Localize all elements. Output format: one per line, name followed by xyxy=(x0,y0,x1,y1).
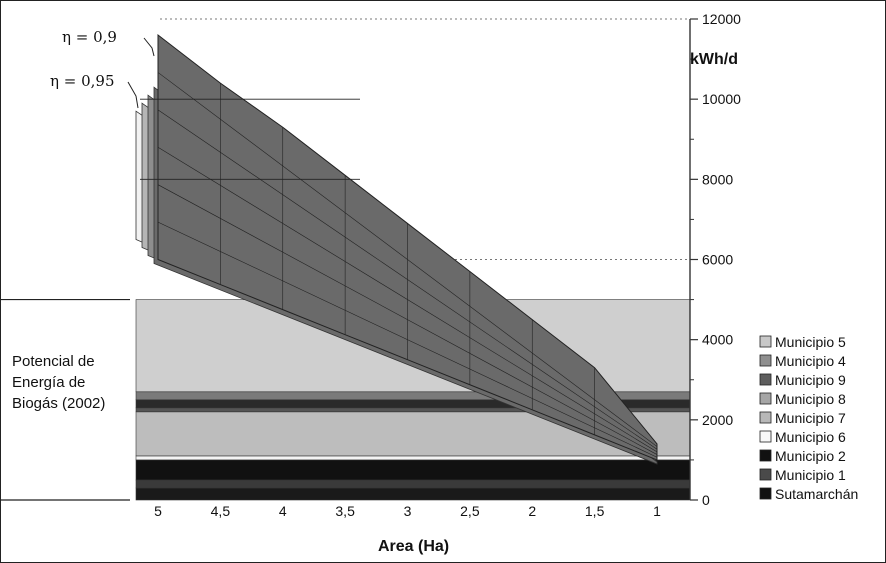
potential-caption-line: Potencial de xyxy=(12,353,95,370)
legend-label: Sutamarchán xyxy=(775,486,858,502)
legend-label: Municipio 7 xyxy=(775,410,846,426)
legend-label: Municipio 2 xyxy=(775,448,846,464)
legend-label: Municipio 4 xyxy=(775,353,846,369)
legend-swatch xyxy=(759,487,772,500)
x-axis-ticks: 5 4,5 4 3,5 3 2,5 2 1,5 1 xyxy=(154,503,661,519)
legend-swatch xyxy=(759,411,772,424)
y-tick-label: 0 xyxy=(702,492,710,508)
y-tick-label: 6000 xyxy=(702,252,733,268)
legend-label: Municipio 1 xyxy=(775,467,846,483)
x-tick-label: 2 xyxy=(528,503,536,519)
x-tick-label: 1 xyxy=(653,503,661,519)
legend-swatch xyxy=(759,335,772,348)
legend-swatch xyxy=(759,468,772,481)
mesh-line-diagonal xyxy=(157,72,658,447)
potential-band xyxy=(135,479,691,489)
y-axis: 0 2000 4000 6000 8000 10000 12000 xyxy=(689,11,741,508)
legend-label: Municipio 5 xyxy=(775,334,846,350)
potential-caption-line: Biogás (2002) xyxy=(12,395,105,412)
x-axis-title: Area (Ha) xyxy=(378,538,449,555)
energy-surface xyxy=(135,34,658,465)
x-tick-label: 5 xyxy=(154,503,162,519)
annotation-leader xyxy=(127,81,139,109)
annotation-eta-09: η = 0,9 xyxy=(62,28,117,46)
legend-swatch xyxy=(759,373,772,386)
potential-band xyxy=(135,487,691,501)
mesh-line-diagonal xyxy=(157,109,658,450)
y-tick-label: 2000 xyxy=(702,412,733,428)
x-tick-label: 4,5 xyxy=(211,503,231,519)
annotation-leader xyxy=(143,37,155,57)
y-tick-label: 10000 xyxy=(702,91,741,107)
x-tick-label: 3 xyxy=(404,503,412,519)
x-tick-label: 3,5 xyxy=(335,503,355,519)
legend-swatch xyxy=(759,354,772,367)
x-tick-label: 4 xyxy=(279,503,287,519)
y-tick-label: 4000 xyxy=(702,332,733,348)
annotation-eta-095: η = 0,95 xyxy=(50,72,115,90)
annotations: η = 0,9 η = 0,95 Potencial de Energía de Bio… xyxy=(12,28,155,412)
legend-swatch xyxy=(759,449,772,462)
legend-swatch xyxy=(759,430,772,443)
legend-label: Municipio 9 xyxy=(775,372,846,388)
legend-label: Municipio 6 xyxy=(775,429,846,445)
y-tick-label: 8000 xyxy=(702,171,733,187)
legend: Municipio 5 Municipio 4 Municipio 9 Municip… xyxy=(759,334,858,502)
potential-band xyxy=(135,455,691,461)
x-tick-label: 1,5 xyxy=(585,503,605,519)
y-tick-label: 12000 xyxy=(702,11,741,27)
potential-band xyxy=(135,459,691,481)
x-tick-label: 2,5 xyxy=(460,503,480,519)
mesh-line-diagonal xyxy=(157,221,658,458)
mesh-line-diagonal xyxy=(157,184,658,455)
potential-caption-line: Energía de xyxy=(12,374,85,391)
legend-label: Municipio 8 xyxy=(775,391,846,407)
legend-swatch xyxy=(759,392,772,405)
mesh-line-diagonal xyxy=(157,147,658,453)
y-axis-title: kWh/d xyxy=(690,51,738,68)
